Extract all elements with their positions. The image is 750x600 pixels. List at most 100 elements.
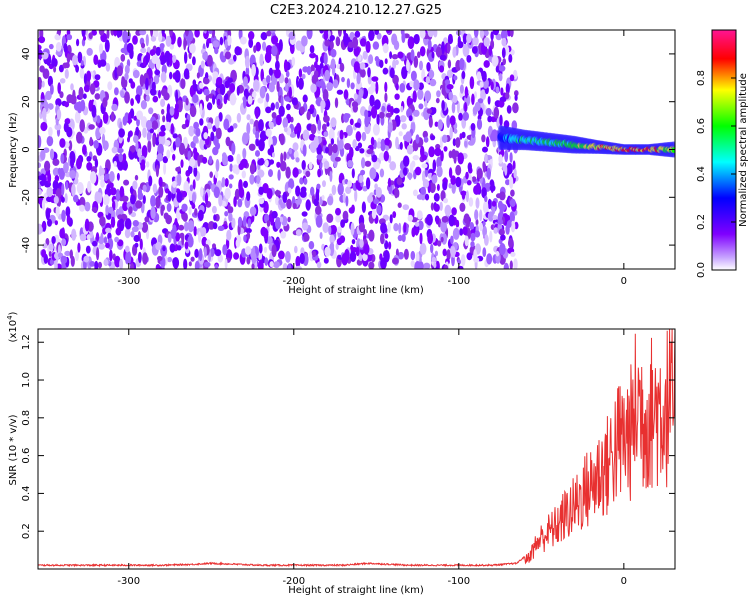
heatmap-noise-cell [211, 30, 216, 38]
heatmap-noise-cell [459, 133, 463, 140]
heatmap-noise-cell [249, 89, 253, 95]
heatmap-noise-cell [371, 208, 377, 220]
heatmap-noise-cell [99, 126, 106, 135]
heatmap-noise-cell [380, 222, 387, 234]
heatmap-noise-cell [476, 71, 482, 81]
heatmap-noise-cell [337, 30, 342, 37]
spectrogram-x-axis-label: Height of straight line (km) [288, 285, 424, 296]
heatmap-noise-cell [462, 33, 467, 45]
heatmap-noise-cell [509, 176, 514, 189]
heatmap-noise-cell [233, 252, 240, 260]
heatmap-noise-cell [84, 201, 91, 212]
colorbar-label: Normalized spectral amplitude [738, 73, 749, 227]
heatmap-noise-cell [258, 243, 263, 254]
heatmap-noise-cell [398, 222, 402, 234]
heatmap-noise-cell [365, 177, 371, 190]
heatmap-noise-cell [135, 126, 140, 137]
heatmap-noise-cell [114, 87, 119, 96]
heatmap-noise-cell [410, 250, 416, 261]
heatmap-noise-cell [166, 53, 170, 67]
heatmap-noise-cell [372, 41, 380, 50]
heatmap-noise-cell [299, 177, 304, 185]
heatmap-noise-cell [167, 190, 172, 202]
heatmap-noise-cell [358, 88, 364, 99]
heatmap-noise-cell [92, 240, 98, 247]
heatmap-noise-cell [476, 118, 483, 130]
heatmap-noise-cell [122, 201, 129, 212]
heatmap-noise-cell [49, 148, 55, 160]
heatmap-noise-cell [367, 67, 371, 78]
heatmap-noise-cell [264, 159, 269, 168]
heatmap-noise-cell [274, 217, 282, 230]
heatmap-noise-cell [294, 245, 298, 254]
heatmap-noise-cell [63, 161, 69, 174]
snr-y-axis-label: SNR (10 * v/v) [8, 414, 19, 485]
heatmap-noise-cell [93, 140, 99, 149]
heatmap-noise-cell [214, 264, 219, 269]
heatmap-noise-cell [330, 117, 337, 128]
heatmap-noise-cell [226, 229, 232, 241]
heatmap-noise-cell [154, 69, 161, 76]
heatmap-noise-cell [79, 68, 85, 79]
heatmap-noise-cell [229, 125, 234, 132]
heatmap-noise-cell [466, 180, 472, 186]
heatmap-noise-cell [228, 58, 235, 65]
heatmap-noise-cell [374, 183, 378, 190]
heatmap-noise-cell [292, 142, 299, 151]
snr-x-tick-label: -100 [447, 576, 470, 587]
heatmap-noise-cell [199, 82, 204, 89]
heatmap-noise-cell [319, 30, 324, 34]
heatmap-noise-cell [165, 35, 172, 47]
heatmap-noise-cell [395, 136, 399, 149]
heatmap-noise-cell [424, 100, 428, 108]
heatmap-noise-cell [474, 101, 481, 112]
heatmap-noise-cell [401, 66, 408, 80]
heatmap-noise-cell [260, 68, 265, 82]
heatmap-noise-cell [247, 95, 253, 105]
heatmap-noise-cell [405, 131, 412, 143]
heatmap-noise-cell [213, 214, 217, 221]
heatmap-noise-cell [385, 145, 389, 151]
heatmap-noise-cell [363, 229, 367, 236]
heatmap-noise-cell [462, 43, 470, 57]
heatmap-noise-cell [174, 70, 181, 83]
heatmap-noise-cell [355, 246, 360, 257]
heatmap-noise-cell [321, 194, 325, 201]
heatmap-noise-cell [459, 228, 464, 236]
heatmap-noise-cell [105, 62, 111, 72]
heatmap-noise-cell [339, 129, 344, 140]
heatmap-noise-cell [449, 126, 453, 140]
heatmap-noise-cell [187, 235, 194, 248]
figure-title: C2E3.2024.210.12.27.G25 [270, 3, 442, 18]
heatmap-noise-cell [389, 214, 393, 224]
heatmap-noise-cell [219, 36, 224, 46]
colorbar-gradient [712, 30, 736, 270]
heatmap-noise-cell [435, 46, 442, 58]
heatmap-noise-cell [368, 229, 375, 242]
heatmap-noise-cell [142, 127, 147, 138]
heatmap-noise-cell [474, 230, 481, 238]
heatmap-noise-cell [355, 81, 363, 90]
heatmap-noise-cell [150, 88, 157, 96]
heatmap-noise-cell [446, 115, 451, 128]
heatmap-noise-cell [253, 79, 260, 92]
heatmap-noise-cell [488, 45, 493, 56]
heatmap-noise-cell [387, 122, 393, 133]
heatmap-noise-cell [455, 164, 462, 176]
heatmap-noise-cell [232, 164, 239, 174]
heatmap-noise-cell [176, 99, 183, 113]
heatmap-noise-cell [140, 42, 146, 49]
heatmap-noise-cell [124, 91, 130, 104]
heatmap-noise-cell [368, 54, 374, 65]
heatmap-noise-cell [324, 39, 331, 47]
heatmap-noise-cell [413, 109, 420, 117]
heatmap-noise-cell [188, 206, 192, 215]
heatmap-noise-cell [382, 43, 389, 54]
heatmap-noise-cell [117, 214, 123, 220]
heatmap-noise-cell [142, 195, 146, 204]
heatmap-noise-cell [40, 121, 48, 132]
heatmap-noise-cell [144, 216, 150, 223]
heatmap-noise-cell [417, 51, 421, 58]
heatmap-noise-cell [176, 207, 181, 221]
